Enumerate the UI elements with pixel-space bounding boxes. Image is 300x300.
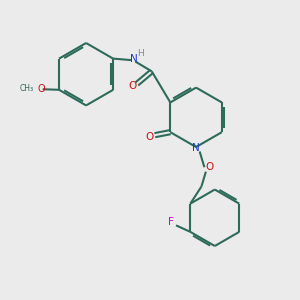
Text: CH₃: CH₃	[19, 84, 33, 93]
Text: N: N	[130, 54, 138, 64]
Text: O: O	[146, 132, 154, 142]
Text: O: O	[38, 84, 45, 94]
Text: O: O	[128, 81, 136, 91]
Text: O: O	[205, 162, 213, 172]
Text: H: H	[137, 49, 144, 58]
Text: F: F	[168, 218, 174, 227]
Text: N: N	[192, 142, 199, 153]
